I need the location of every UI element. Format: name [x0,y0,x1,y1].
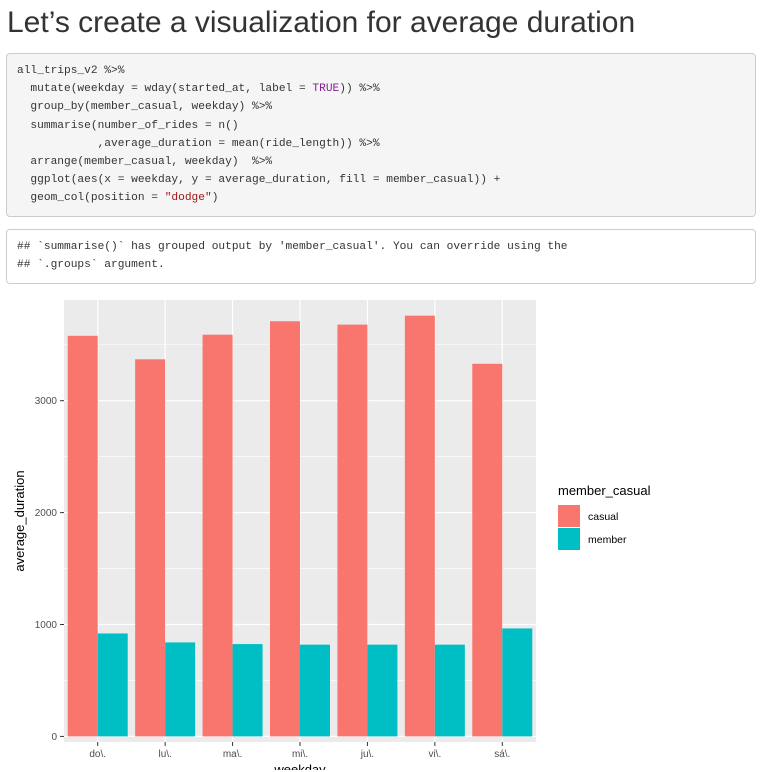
code-line: geom_col(position = [17,192,165,205]
y-tick-label: 2000 [35,508,58,519]
bar-casual [202,334,233,737]
bar-member [367,644,398,737]
bar-casual [67,335,98,737]
y-tick-label: 0 [51,732,57,743]
legend-label: casual [588,511,618,523]
output-line: ## `summarise()` has grouped output by '… [17,241,568,253]
bar-chart: 0 1000 2000 3000 do\. lu\. ma\. mi\. ju\. vi\. sá\… [12,300,651,770]
x-tick-label: sá\. [494,749,510,760]
bar-casual [404,315,435,737]
y-tick-label: 1000 [35,620,58,631]
code-line-end: ) [211,192,219,205]
y-tick-label: 3000 [35,396,58,407]
code-block: all_trips_v2 %>% mutate(weekday = wday(s… [6,53,756,217]
x-tick-label: lu\. [158,749,171,760]
legend-key-member [558,528,580,550]
bar-casual [472,363,503,737]
code-line: summarise(number_of_rides = n() [17,119,239,132]
code-line-end: )) %>% [339,83,380,96]
x-tick-label: vi\. [428,749,441,760]
legend-title: member_casual [558,483,651,498]
output-line: ## `.groups` argument. [17,259,165,272]
page-title: Let’s create a visualization for average… [7,6,636,39]
bar-casual [337,324,368,737]
bar-casual [270,321,300,737]
legend-label: member [588,534,627,546]
bar-member [300,644,330,737]
code-line: all_trips_v2 %>% [17,65,125,77]
bar-member [434,644,465,737]
legend-key-casual [558,505,580,527]
x-tick-label: mi\. [292,749,308,760]
bar-member [502,628,533,737]
code-line: ,average_duration = mean(ride_length)) %… [17,137,380,150]
y-axis-title: average_duration [12,470,27,571]
output-block: ## `summarise()` has grouped output by '… [6,229,756,284]
code-line: ggplot(aes(x = weekday, y = average_dura… [17,174,501,187]
code-keyword: TRUE [312,83,340,96]
code-line: arrange(member_casual, weekday) %>% [17,156,273,169]
code-line: group_by(member_casual, weekday) %>% [17,101,273,114]
x-tick-label: ma\. [223,749,242,760]
bar-member [232,644,263,737]
x-axis-title: weekday [273,762,326,770]
bar-member [97,633,128,737]
bar-member [165,642,196,737]
code-string: "dodge" [164,192,212,205]
bar-casual [135,359,166,737]
x-tick-label: ju\. [360,749,374,760]
code-line: mutate(weekday = wday(started_at, label … [17,83,313,96]
x-tick-label: do\. [89,749,106,760]
